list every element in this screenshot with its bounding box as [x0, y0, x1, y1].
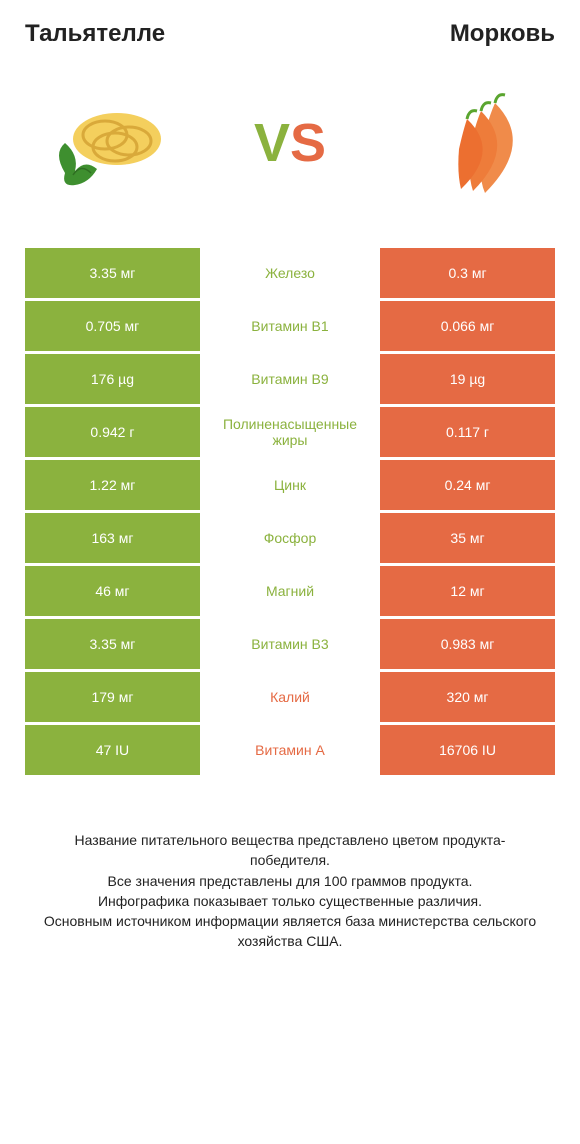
nutrient-label: Витамин B3 — [200, 619, 380, 669]
right-value: 19 µg — [380, 354, 555, 404]
right-value: 16706 IU — [380, 725, 555, 775]
vs-v: V — [254, 116, 290, 170]
table-row: 179 мгКалий320 мг — [25, 672, 555, 722]
table-row: 163 мгФосфор35 мг — [25, 513, 555, 563]
right-value: 35 мг — [380, 513, 555, 563]
vs-label: VS — [254, 116, 326, 170]
right-product-image — [385, 83, 545, 203]
nutrient-label: Фосфор — [200, 513, 380, 563]
table-row: 0.942 гПолиненасыщенные жиры0.117 г — [25, 407, 555, 457]
nutrient-label: Калий — [200, 672, 380, 722]
left-value: 163 мг — [25, 513, 200, 563]
nutrient-label: Железо — [200, 248, 380, 298]
table-row: 0.705 мгВитамин B10.066 мг — [25, 301, 555, 351]
left-value: 46 мг — [25, 566, 200, 616]
table-row: 47 IUВитамин A16706 IU — [25, 725, 555, 775]
right-product-title: Морковь — [450, 20, 555, 48]
nutrient-label: Витамин B9 — [200, 354, 380, 404]
right-value: 0.983 мг — [380, 619, 555, 669]
left-value: 0.705 мг — [25, 301, 200, 351]
nutrition-table: 3.35 мгЖелезо0.3 мг0.705 мгВитамин B10.0… — [25, 248, 555, 775]
table-row: 3.35 мгЖелезо0.3 мг — [25, 248, 555, 298]
vs-s: S — [290, 116, 326, 170]
nutrient-label: Цинк — [200, 460, 380, 510]
left-product-title: Тальятелле — [25, 20, 165, 48]
left-value: 0.942 г — [25, 407, 200, 457]
right-value: 320 мг — [380, 672, 555, 722]
left-value: 3.35 мг — [25, 619, 200, 669]
right-value: 0.3 мг — [380, 248, 555, 298]
left-product-image — [35, 83, 195, 203]
table-row: 1.22 мгЦинк0.24 мг — [25, 460, 555, 510]
table-row: 176 µgВитамин B919 µg — [25, 354, 555, 404]
right-value: 12 мг — [380, 566, 555, 616]
nutrient-label: Витамин B1 — [200, 301, 380, 351]
nutrient-label: Полиненасыщенные жиры — [200, 407, 380, 457]
right-value: 0.066 мг — [380, 301, 555, 351]
table-row: 3.35 мгВитамин B30.983 мг — [25, 619, 555, 669]
footer-note: Название питательного вещества представл… — [25, 830, 555, 952]
nutrient-label: Магний — [200, 566, 380, 616]
left-value: 179 мг — [25, 672, 200, 722]
left-value: 176 µg — [25, 354, 200, 404]
left-value: 47 IU — [25, 725, 200, 775]
right-value: 0.24 мг — [380, 460, 555, 510]
left-value: 3.35 мг — [25, 248, 200, 298]
left-value: 1.22 мг — [25, 460, 200, 510]
nutrient-label: Витамин A — [200, 725, 380, 775]
table-row: 46 мгМагний12 мг — [25, 566, 555, 616]
right-value: 0.117 г — [380, 407, 555, 457]
